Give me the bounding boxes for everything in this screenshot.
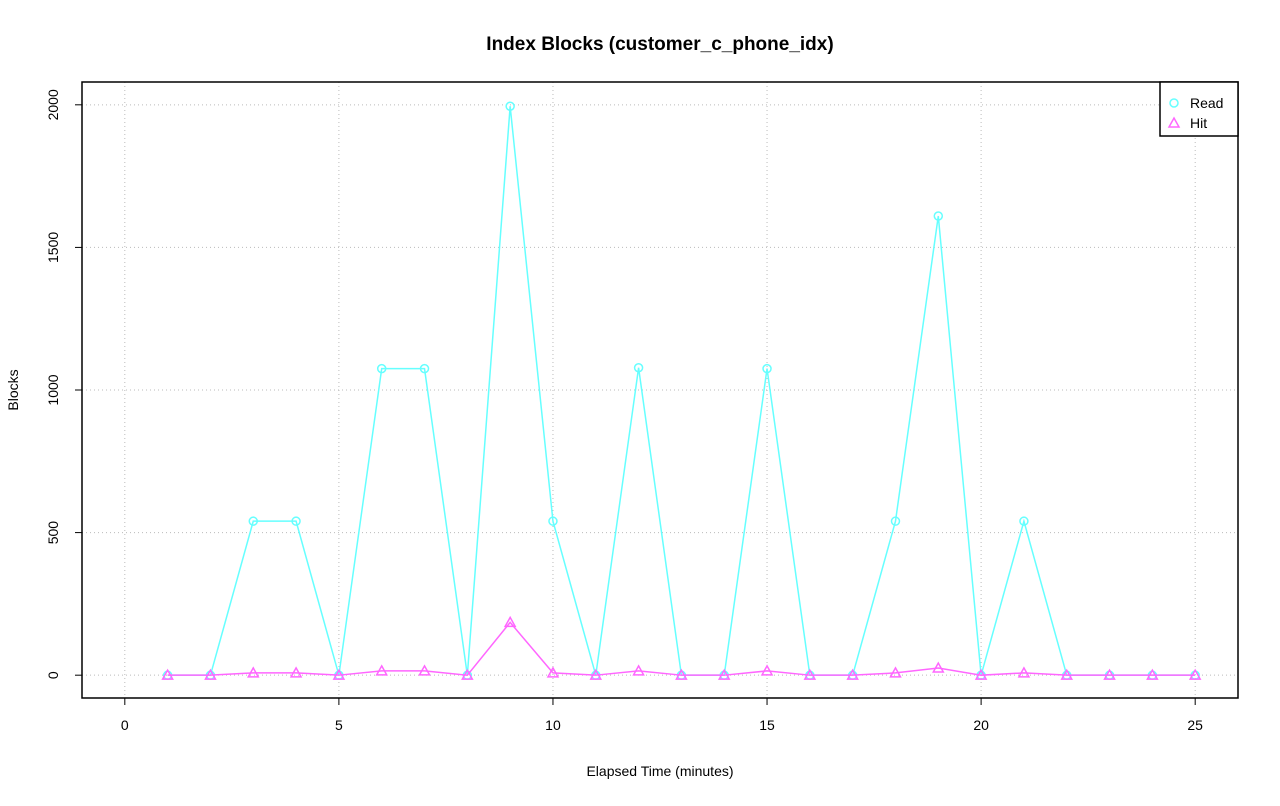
point xyxy=(461,668,474,680)
point xyxy=(548,516,558,526)
x-tick-label: 5 xyxy=(335,717,343,733)
point xyxy=(246,666,260,678)
point xyxy=(632,664,645,676)
point xyxy=(419,363,430,374)
point xyxy=(1188,668,1202,680)
point xyxy=(161,668,174,680)
point xyxy=(889,666,902,678)
point xyxy=(1060,668,1074,680)
plot-frame xyxy=(81,81,1239,699)
point xyxy=(760,664,774,676)
point xyxy=(204,668,217,680)
point xyxy=(505,101,515,111)
y-tick-label: 1500 xyxy=(45,232,61,263)
y-tick-label: 2000 xyxy=(45,89,61,120)
point xyxy=(933,211,944,221)
legend-marker xyxy=(1167,116,1181,128)
y-tick-label: 0 xyxy=(45,671,61,679)
x-tick-label: 15 xyxy=(759,717,775,733)
point xyxy=(503,615,517,628)
y-tick-label: 1000 xyxy=(45,374,61,405)
legend-marker xyxy=(1169,98,1179,108)
y-tick-label: 500 xyxy=(45,521,61,545)
point xyxy=(375,664,388,676)
point xyxy=(1146,668,1159,680)
point xyxy=(1019,516,1029,526)
y-axis-label: Blocks xyxy=(5,369,21,410)
point xyxy=(589,668,603,680)
point xyxy=(1017,666,1031,678)
x-tick-label: 0 xyxy=(121,717,129,733)
point xyxy=(717,668,731,680)
point xyxy=(289,666,303,678)
x-tick-label: 10 xyxy=(545,717,561,733)
point xyxy=(675,668,688,680)
x-axis-label: Elapsed Time (minutes) xyxy=(586,763,733,779)
legend-label: Hit xyxy=(1190,115,1207,131)
point xyxy=(762,363,772,374)
point xyxy=(418,664,431,676)
point xyxy=(633,363,644,373)
point xyxy=(890,516,901,526)
point xyxy=(546,666,560,678)
point xyxy=(974,668,988,680)
x-tick-label: 25 xyxy=(1187,717,1203,733)
point xyxy=(291,516,301,526)
legend-label: Read xyxy=(1190,95,1223,111)
x-tick-label: 20 xyxy=(973,717,989,733)
series-line xyxy=(167,621,1196,676)
point xyxy=(846,668,859,680)
point xyxy=(803,668,817,680)
point xyxy=(1103,668,1116,680)
point xyxy=(932,661,945,673)
point xyxy=(376,363,387,374)
point xyxy=(248,516,259,526)
chart-title: Index Blocks (customer_c_phone_idx) xyxy=(486,34,833,55)
point xyxy=(332,668,346,680)
